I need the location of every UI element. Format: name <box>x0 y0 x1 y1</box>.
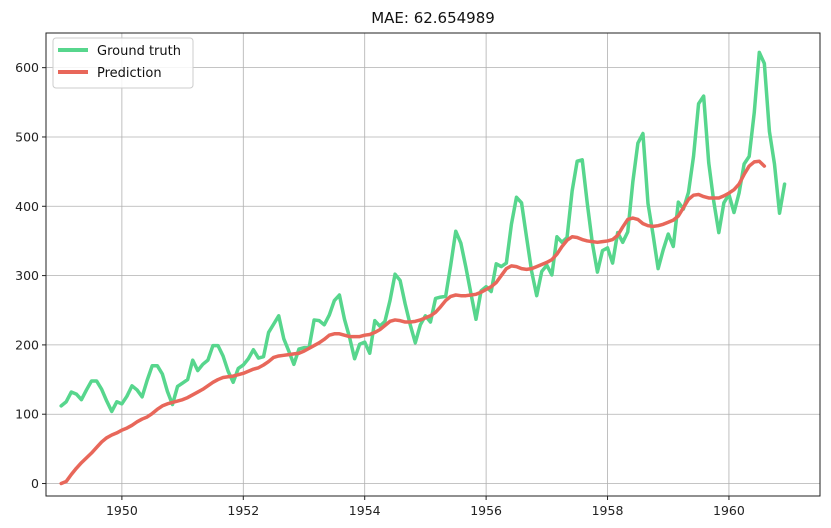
x-axis: 1950 1952 1954 1956 1958 1960 <box>106 496 745 518</box>
y-tick-label: 0 <box>31 476 39 491</box>
legend-label-prediction: Prediction <box>97 66 162 81</box>
y-tick-label: 200 <box>15 337 39 352</box>
legend: Ground truth Prediction <box>52 37 194 89</box>
chart-title: MAE: 62.654989 <box>371 9 495 27</box>
y-tick-label: 400 <box>15 199 39 214</box>
x-tick-label: 1954 <box>349 503 381 518</box>
y-tick-label: 600 <box>15 60 39 75</box>
grid <box>46 33 820 496</box>
series-lines <box>59 50 787 486</box>
plot-area-frame <box>45 32 821 497</box>
series-line-prediction <box>59 159 767 486</box>
y-tick-label: 300 <box>15 268 39 283</box>
legend-label-ground-truth: Ground truth <box>97 44 181 59</box>
x-tick-label: 1956 <box>470 503 502 518</box>
series-line-ground-truth <box>59 50 787 414</box>
x-tick-label: 1952 <box>227 503 259 518</box>
y-tick-label: 100 <box>15 407 39 422</box>
y-tick-label: 500 <box>15 129 39 144</box>
x-tick-label: 1960 <box>713 503 745 518</box>
x-tick-label: 1958 <box>592 503 624 518</box>
y-axis: 0 100 200 300 400 500 600 <box>15 60 46 491</box>
x-tick-label: 1950 <box>106 503 138 518</box>
